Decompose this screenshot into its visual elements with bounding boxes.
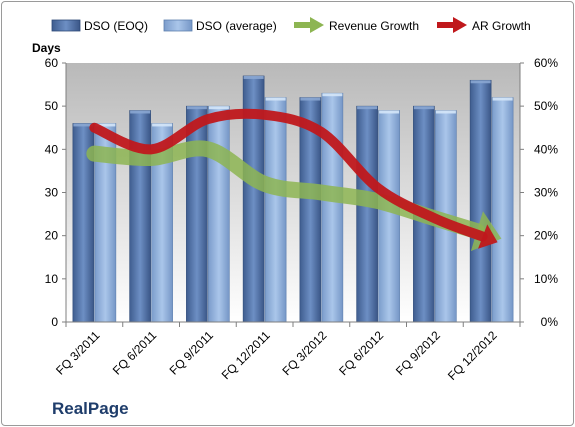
legend-arrow-ar-icon bbox=[437, 17, 467, 33]
x-tick-label: FQ 3/2011 bbox=[53, 328, 103, 378]
legend-item-dso-eoq: DSO (EOQ) bbox=[51, 19, 148, 33]
bar-top-dso-average-3 bbox=[208, 106, 229, 110]
bar-dso-eoq-6 bbox=[356, 105, 378, 323]
legend-swatch-dso-average bbox=[163, 19, 193, 32]
legend-label-dso-average: DSO (average) bbox=[196, 19, 277, 33]
y-tick-label-left: 60 bbox=[45, 56, 59, 70]
y-tick-label-left: 20 bbox=[45, 229, 59, 243]
y-tick-label-right: 50% bbox=[534, 99, 558, 113]
bar-dso-average-3 bbox=[208, 105, 230, 323]
legend-item-ar-growth: AR Growth bbox=[437, 17, 531, 33]
bar-top-dso-average-2 bbox=[152, 123, 173, 127]
legend-swatch-dso-eoq bbox=[51, 19, 81, 32]
legend-label-ar-growth: AR Growth bbox=[472, 19, 531, 33]
bar-top-dso-eoq-1 bbox=[73, 123, 94, 127]
y-tick-label-left: 40 bbox=[45, 142, 59, 156]
bar-top-dso-eoq-3 bbox=[186, 106, 207, 110]
x-tick-label: FQ 12/2011 bbox=[219, 328, 273, 382]
legend-item-dso-average: DSO (average) bbox=[163, 19, 277, 33]
legend-item-revenue-growth: Revenue Growth bbox=[294, 17, 419, 33]
legend-label-dso-eoq: DSO (EOQ) bbox=[84, 19, 148, 33]
bar-dso-eoq-3 bbox=[186, 105, 208, 323]
x-tick-label: FQ 6/2011 bbox=[110, 328, 160, 378]
x-tick-label: FQ 3/2012 bbox=[280, 328, 330, 378]
y-tick-label-right: 40% bbox=[534, 142, 558, 156]
legend-label-revenue-growth: Revenue Growth bbox=[329, 19, 419, 33]
legend-arrow-revenue-icon bbox=[294, 17, 324, 33]
bar-dso-average-5 bbox=[321, 92, 344, 323]
bar-top-dso-average-6 bbox=[379, 110, 400, 114]
bar-top-dso-eoq-6 bbox=[357, 106, 378, 110]
y-tick-label-right: 10% bbox=[534, 272, 558, 286]
arrows-layer bbox=[86, 108, 502, 252]
y-tick-label-left: 10 bbox=[45, 272, 59, 286]
bar-top-dso-average-7 bbox=[435, 110, 456, 114]
bar-top-dso-eoq-8 bbox=[470, 80, 491, 84]
bar-top-dso-eoq-4 bbox=[243, 75, 264, 79]
bar-top-dso-average-4 bbox=[265, 97, 286, 101]
y-tick-label-left: 30 bbox=[45, 186, 59, 200]
bar-top-dso-eoq-5 bbox=[300, 97, 321, 101]
y-tick-label-right: 0% bbox=[541, 315, 559, 329]
y-tick-label-left: 0 bbox=[51, 315, 58, 329]
x-tick-label: FQ 9/2012 bbox=[393, 328, 443, 378]
bar-dso-average-4 bbox=[264, 97, 287, 323]
bar-dso-average-8 bbox=[491, 97, 514, 323]
bar-dso-eoq-8 bbox=[469, 79, 492, 323]
x-tick-label: FQ 9/2011 bbox=[167, 328, 217, 378]
arrow-line-ar-growth bbox=[89, 108, 488, 242]
y-tick-label-right: 60% bbox=[534, 56, 558, 70]
bar-top-dso-eoq-2 bbox=[130, 110, 151, 114]
y-axis-title: Days bbox=[32, 41, 61, 55]
x-tick-label: FQ 12/2012 bbox=[445, 328, 500, 383]
y-tick-label-right: 30% bbox=[534, 186, 558, 200]
bar-top-dso-average-5 bbox=[322, 93, 343, 97]
y-tick-label-left: 50 bbox=[45, 99, 59, 113]
company-name: RealPage bbox=[52, 399, 129, 418]
y-tick-label-right: 20% bbox=[534, 229, 558, 243]
bar-top-dso-eoq-7 bbox=[413, 106, 434, 110]
x-tick-label: FQ 6/2012 bbox=[336, 328, 386, 378]
arrow-head-ar-growth-icon bbox=[478, 224, 498, 249]
bar-dso-average-6 bbox=[378, 110, 400, 323]
bar-top-dso-average-1 bbox=[95, 123, 116, 127]
bar-top-dso-average-8 bbox=[492, 97, 513, 101]
legend: DSO (EOQ) DSO (average) Revenue Growth A… bbox=[51, 17, 531, 33]
